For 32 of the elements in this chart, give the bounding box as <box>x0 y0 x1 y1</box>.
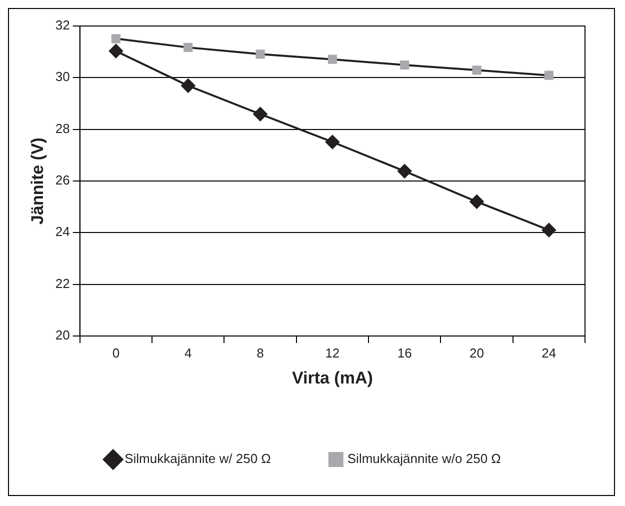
x-axis-title: Virta (mA) <box>292 368 373 388</box>
y-tick-label: 28 <box>55 120 70 136</box>
y-tick-label: 32 <box>55 18 70 33</box>
legend-label: Silmukkajännite w/o 250 Ω <box>347 451 502 466</box>
y-tick-label: 30 <box>55 69 70 84</box>
point <box>111 34 120 44</box>
point <box>400 60 410 70</box>
y-axis-title: Jännite (V) <box>28 138 47 224</box>
point <box>253 107 268 122</box>
point <box>328 54 337 64</box>
x-tick-label: 16 <box>397 345 412 360</box>
x-tick-label: 4 <box>184 345 192 360</box>
point <box>325 134 340 149</box>
point <box>472 66 482 75</box>
x-tick-label: 8 <box>256 345 264 360</box>
x-tick-label: 20 <box>470 345 484 360</box>
point <box>181 78 196 93</box>
point <box>108 44 123 58</box>
point <box>184 42 193 52</box>
legend-label: Silmukkajännite w/ 250 Ω <box>124 451 272 466</box>
point <box>542 223 556 238</box>
y-tick-label: 20 <box>55 328 70 343</box>
point <box>544 70 554 80</box>
y-tick-label: 24 <box>55 224 70 240</box>
x-tick-label: 12 <box>325 345 340 360</box>
y-tick-label: 26 <box>55 172 70 188</box>
point <box>256 50 265 59</box>
x-tick-label: 0 <box>112 345 120 360</box>
point <box>398 164 412 178</box>
y-tick-label: 22 <box>55 276 70 291</box>
point <box>470 194 484 209</box>
x-tick-label: 24 <box>542 345 556 360</box>
